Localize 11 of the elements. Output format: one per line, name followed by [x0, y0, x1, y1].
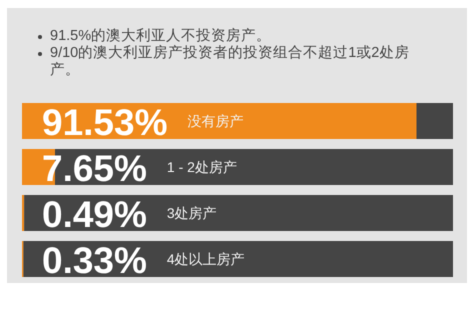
text: 9/10的澳大利亚房产投资者的投资组合不超过1或2处房产。 [50, 45, 410, 79]
data-label: 91.53% [42, 102, 168, 143]
y-tick-label: 4处以上房产 [166, 251, 245, 267]
text: 91.5%的澳大利亚人不投资房产。 [50, 28, 272, 44]
y-tick-label: 3处房产 [166, 205, 217, 221]
bar [24, 195, 453, 231]
data-label: 0.33% [42, 240, 147, 281]
y-tick-label: 1 - 2处房产 [166, 159, 237, 175]
bar [416, 103, 453, 139]
data-label: 0.49% [42, 194, 147, 235]
y-tick-label: 没有房产 [188, 113, 244, 129]
